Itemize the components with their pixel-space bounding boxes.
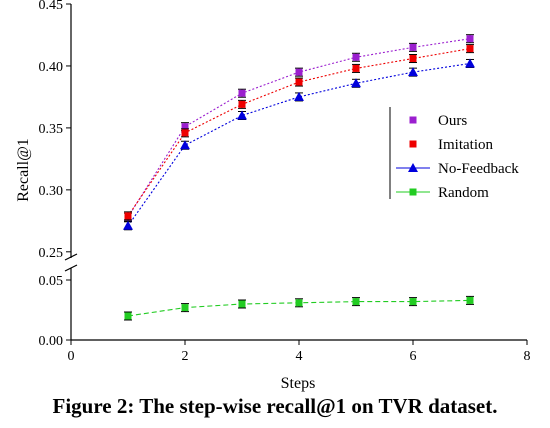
series-imitation bbox=[124, 44, 474, 221]
data-point bbox=[295, 299, 303, 307]
data-point bbox=[352, 298, 360, 306]
y-axis-label: Recall@1 bbox=[15, 138, 32, 202]
legend-marker bbox=[409, 140, 417, 148]
legend: Ours Imitation No-Feedback Random bbox=[389, 107, 519, 201]
series-line bbox=[127, 38, 471, 218]
data-point bbox=[180, 140, 190, 150]
data-point bbox=[408, 67, 418, 77]
x-tick-label: 4 bbox=[296, 349, 303, 364]
legend-marker bbox=[408, 163, 418, 172]
series-no-feedback bbox=[123, 58, 475, 231]
legend-label: Imitation bbox=[438, 137, 493, 153]
y-tick-label: 0.05 bbox=[39, 274, 64, 289]
data-point bbox=[238, 89, 246, 97]
legend-label: Ours bbox=[438, 113, 467, 129]
y-tick-label: 0.40 bbox=[39, 60, 64, 75]
x-tick-label: 0 bbox=[68, 349, 75, 364]
data-point bbox=[237, 110, 247, 120]
legend-label: Random bbox=[438, 185, 489, 201]
chart-axes: 0 2 4 6 8 0.25 0.30 0.35 0.40 0.45 0.00 0.05 bbox=[39, 0, 531, 364]
data-point bbox=[466, 35, 474, 43]
legend-item: No-Feedback bbox=[396, 161, 519, 177]
series-line bbox=[127, 62, 471, 227]
series-ours bbox=[124, 34, 474, 222]
data-point bbox=[123, 220, 133, 230]
axis-break-mark bbox=[64, 264, 78, 272]
data-point bbox=[238, 300, 246, 308]
axis-break-mark bbox=[64, 253, 78, 261]
data-point bbox=[181, 304, 189, 312]
data-point bbox=[409, 298, 417, 306]
data-point bbox=[295, 68, 303, 76]
y-tick-label: 0.35 bbox=[39, 122, 64, 137]
data-point bbox=[352, 53, 360, 61]
y-tick-label: 0.00 bbox=[39, 334, 64, 349]
data-point bbox=[466, 296, 474, 304]
data-point bbox=[466, 45, 474, 53]
y-tick-label: 0.30 bbox=[39, 184, 64, 199]
y-tick-label: 0.25 bbox=[39, 246, 64, 261]
data-point bbox=[124, 312, 132, 320]
x-tick-label: 8 bbox=[524, 349, 531, 364]
data-point bbox=[294, 91, 304, 101]
legend-marker bbox=[409, 188, 417, 196]
data-point bbox=[295, 78, 303, 86]
data-point bbox=[351, 78, 361, 88]
figure-caption: Figure 2: The step-wise recall@1 on TVR … bbox=[52, 394, 498, 418]
data-point bbox=[238, 100, 246, 108]
x-axis-label: Steps bbox=[281, 375, 316, 392]
data-point bbox=[352, 64, 360, 72]
x-tick-label: 6 bbox=[410, 349, 417, 364]
x-tick-label: 2 bbox=[182, 349, 189, 364]
data-point bbox=[181, 123, 189, 131]
legend-item: Ours bbox=[409, 113, 467, 129]
data-point bbox=[409, 43, 417, 51]
data-point bbox=[465, 58, 475, 68]
data-point bbox=[124, 212, 132, 220]
series-random bbox=[124, 295, 474, 321]
series-layer bbox=[123, 34, 475, 321]
legend-item: Random bbox=[396, 185, 489, 201]
data-point bbox=[181, 129, 189, 137]
legend-label: No-Feedback bbox=[438, 161, 519, 177]
y-tick-label: 0.45 bbox=[39, 0, 64, 13]
data-point bbox=[409, 55, 417, 63]
legend-item: Imitation bbox=[409, 137, 493, 153]
legend-marker bbox=[409, 116, 417, 124]
